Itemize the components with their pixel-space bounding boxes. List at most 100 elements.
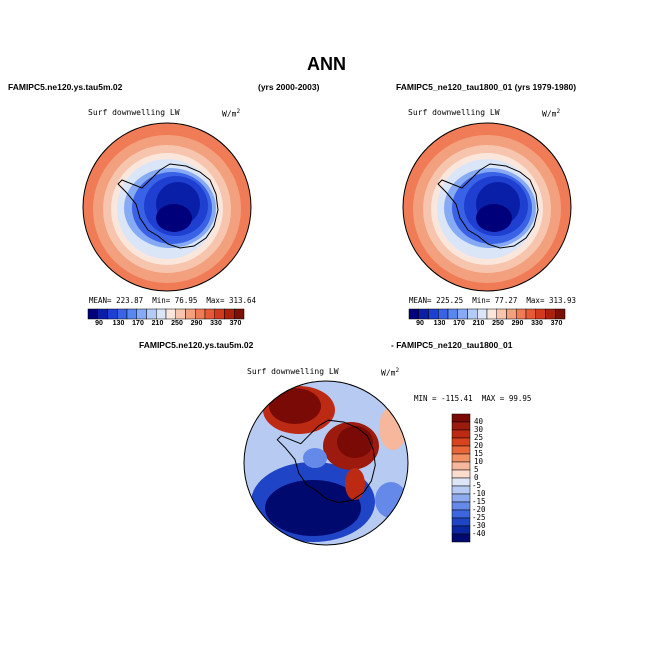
colorbar-box xyxy=(97,308,108,320)
colorbar-box xyxy=(451,469,471,479)
colorbar-tick-label: 370 xyxy=(229,320,242,327)
left-units-base: W/m xyxy=(222,109,237,119)
colorbar-tick-label: -5 xyxy=(472,481,482,490)
difference-colorbar-ticks: 40 30 25 20 15 10 5 0 -5 -10 -15 -20 -25 -30 -40 xyxy=(472,414,504,542)
left-colorbar-ticks: 90 130 170 210 250 290 330 370 xyxy=(88,320,244,330)
colorbar-box xyxy=(451,413,471,423)
right-variable-label: Surf downwelling LW xyxy=(408,108,500,117)
right-case-name: FAMIPC5_ne120_tau1800_01 (yrs 1979-1980) xyxy=(396,82,577,92)
colorbar-box xyxy=(486,308,497,320)
contour-band xyxy=(345,468,365,500)
colorbar-box xyxy=(418,308,429,320)
colorbar-box xyxy=(467,308,478,320)
colorbar-box xyxy=(224,308,235,320)
right-units-exp: 2 xyxy=(556,108,561,115)
colorbar-tick-label: -15 xyxy=(472,497,486,506)
colorbar-tick-label: -40 xyxy=(472,529,486,538)
map-border xyxy=(82,122,252,292)
colorbar-box xyxy=(438,308,449,320)
colorbar-box xyxy=(451,453,471,463)
contour-band xyxy=(476,204,512,232)
left-min-label: Min= xyxy=(152,296,171,305)
left-case-years: (yrs 2000-2003) xyxy=(258,82,320,92)
colorbar-box xyxy=(204,308,215,320)
right-min-label: Min= xyxy=(472,296,491,305)
colorbar-tick-label: 290 xyxy=(190,320,203,327)
colorbar-tick-label: 170 xyxy=(132,320,144,327)
left-polar-map xyxy=(82,122,252,292)
difference-polar-map xyxy=(243,380,409,546)
colorbar-tick-label: 90 xyxy=(95,320,103,327)
colorbar-box xyxy=(408,308,419,320)
right-stats: MEAN= 225.25 Min= 77.27 Max= 313.93 xyxy=(409,296,576,305)
contour-band xyxy=(303,448,327,468)
colorbar-box xyxy=(165,308,176,320)
contour-band xyxy=(265,480,361,536)
colorbar-box xyxy=(146,308,157,320)
colorbar-tick-label: 5 xyxy=(474,465,479,474)
colorbar-box xyxy=(477,308,488,320)
colorbar-tick-label: 30 xyxy=(474,425,484,434)
colorbar-box xyxy=(555,308,566,320)
colorbar-tick-label: 15 xyxy=(474,449,484,458)
colorbar-box xyxy=(156,308,167,320)
colorbar-box xyxy=(195,308,206,320)
colorbar-tick-label: 330 xyxy=(531,320,543,327)
left-case-name: FAMIPC5.ne120.ys.tau5m.02 xyxy=(8,82,123,92)
colorbar-tick-label: 90 xyxy=(416,320,424,327)
colorbar-box xyxy=(451,421,471,431)
colorbar-box xyxy=(545,308,556,320)
colorbar-tick-label: -10 xyxy=(472,489,486,498)
difference-colorbar xyxy=(451,413,471,543)
map-border xyxy=(402,122,572,292)
colorbar-box xyxy=(214,308,225,320)
left-units-label: W/m2 xyxy=(222,108,240,119)
colorbar-box xyxy=(451,509,471,519)
left-units-exp: 2 xyxy=(236,108,241,115)
right-colorbar-ticks: 90 130 170 210 250 290 330 370 xyxy=(409,320,565,330)
colorbar-box xyxy=(175,308,186,320)
colorbar-box xyxy=(451,437,471,447)
right-max-label: Max= xyxy=(526,296,545,305)
continent-outline xyxy=(276,419,376,504)
left-max-value: 313.64 xyxy=(228,296,257,305)
left-colorbar xyxy=(87,308,245,320)
diff-stats: MIN = -115.41 MAX = 99.95 xyxy=(414,394,531,403)
colorbar-tick-label: 330 xyxy=(210,320,222,327)
contour-band xyxy=(337,426,373,458)
diff-max-value: 99.95 xyxy=(508,394,532,403)
colorbar-tick-label: 250 xyxy=(171,320,183,327)
colorbar-box xyxy=(428,308,439,320)
right-min-value: 77.27 xyxy=(494,296,518,305)
colorbar-box xyxy=(447,308,458,320)
map-border xyxy=(243,380,409,546)
colorbar-box xyxy=(451,525,471,535)
colorbar-box xyxy=(136,308,147,320)
colorbar-tick-label: 130 xyxy=(433,320,446,327)
right-units-label: W/m2 xyxy=(542,108,560,119)
right-units-base: W/m xyxy=(542,109,557,119)
colorbar-box xyxy=(496,308,507,320)
colorbar-tick-label: 130 xyxy=(112,320,125,327)
colorbar-box xyxy=(234,308,245,320)
colorbar-box xyxy=(535,308,546,320)
colorbar-box xyxy=(185,308,196,320)
diff-units-label: W/m2 xyxy=(381,367,399,378)
colorbar-box xyxy=(117,308,128,320)
diff-min-value: -115.41 xyxy=(441,394,473,403)
left-mean-value: 223.87 xyxy=(116,296,144,305)
colorbar-box xyxy=(451,485,471,495)
colorbar-box xyxy=(107,308,118,320)
diff-variable-label: Surf downwelling LW xyxy=(247,367,339,376)
continent-outline xyxy=(437,163,539,249)
diff-left-case: FAMIPC5.ne120.ys.tau5m.02 xyxy=(139,340,254,350)
colorbar-tick-label: -20 xyxy=(472,505,486,514)
colorbar-tick-label: -30 xyxy=(472,521,486,530)
left-stats: MEAN= 223.87 Min= 76.95 Max= 313.64 xyxy=(89,296,256,305)
colorbar-box xyxy=(451,461,471,471)
colorbar-box xyxy=(451,493,471,503)
continent-outline xyxy=(117,163,219,249)
colorbar-tick-label: 290 xyxy=(511,320,524,327)
colorbar-box xyxy=(525,308,536,320)
colorbar-box xyxy=(451,429,471,439)
